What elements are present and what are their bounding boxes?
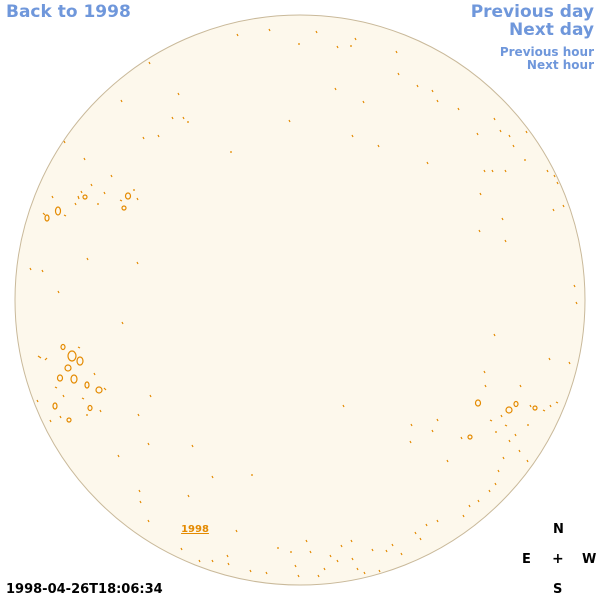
magnetic-contours [29, 28, 578, 578]
back-to-year-link[interactable]: Back to 1998 [6, 2, 131, 22]
compass-north: N [553, 522, 564, 537]
solar-disk [14, 14, 586, 586]
next-hour-link[interactable]: Next hour [526, 58, 594, 72]
compass-center: + [552, 551, 564, 567]
compass-east: E [522, 552, 531, 567]
next-day-link[interactable]: Next day [509, 20, 594, 40]
previous-hour-link[interactable]: Previous hour [499, 45, 594, 59]
year-label[interactable]: 1998 [181, 524, 209, 535]
compass-south: S [553, 582, 563, 597]
timestamp: 1998-04-26T18:06:34 [6, 582, 163, 597]
previous-day-link[interactable]: Previous day [470, 2, 594, 22]
compass-west: W [582, 552, 597, 567]
